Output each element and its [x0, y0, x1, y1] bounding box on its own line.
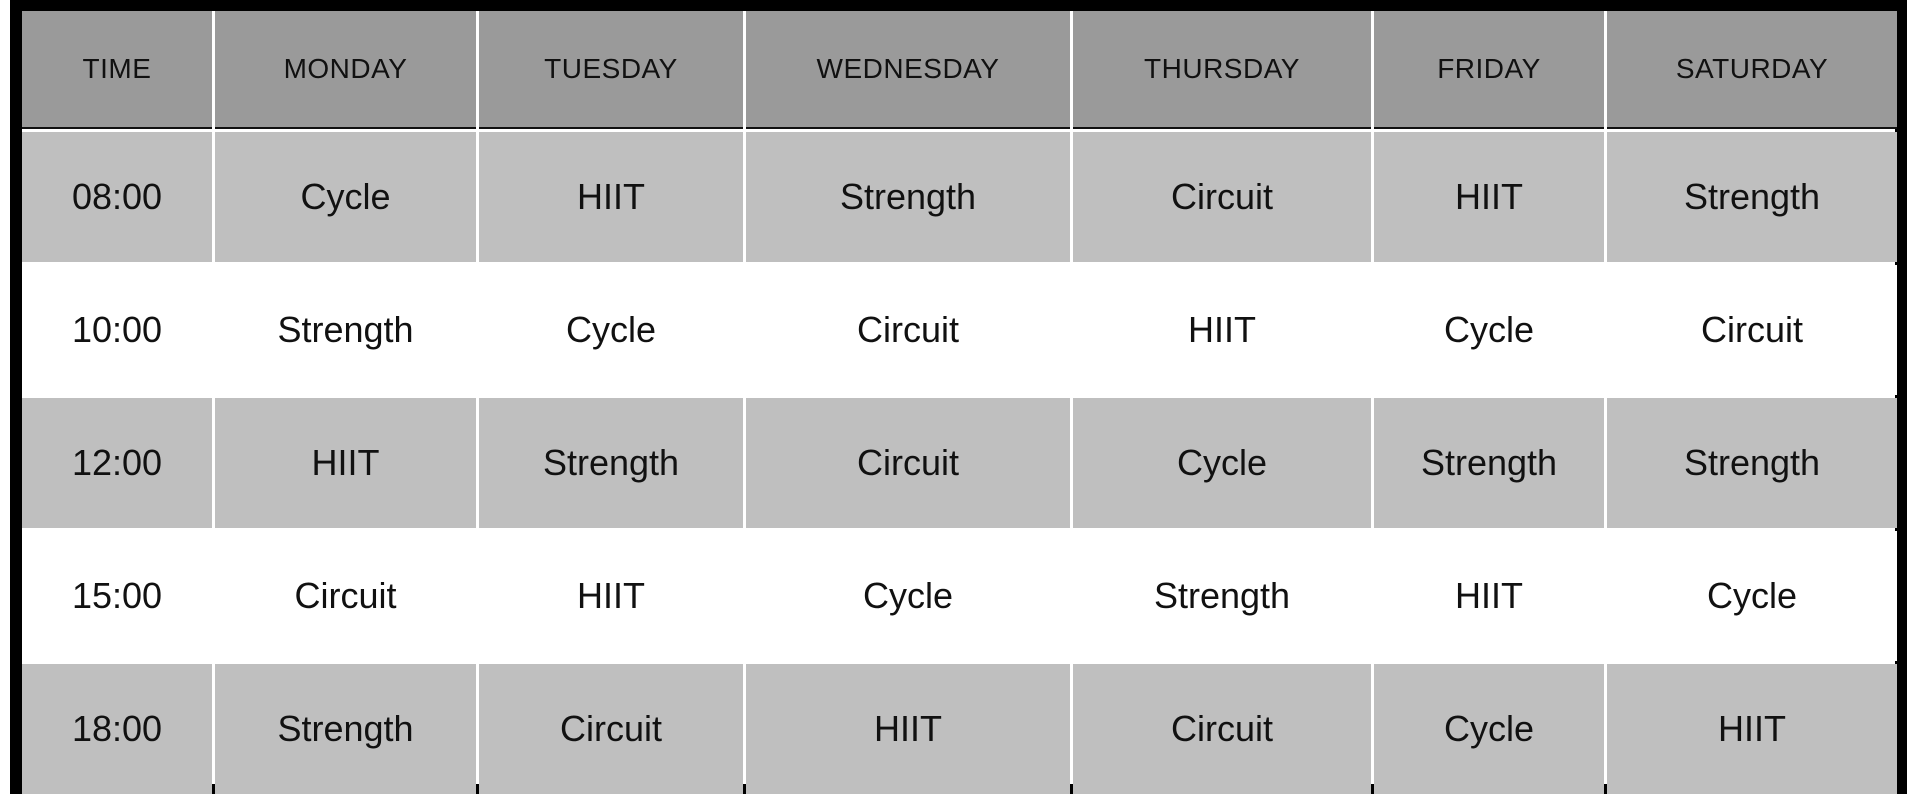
class-cell: Strength — [1073, 531, 1371, 661]
schedule-frame: TIME MONDAY TUESDAY WEDNESDAY THURSDAY F… — [10, 0, 1907, 794]
time-cell: 08:00 — [22, 132, 212, 262]
class-cell: HIIT — [1374, 132, 1604, 262]
header-monday: MONDAY — [215, 11, 476, 129]
class-cell: Cycle — [215, 132, 476, 262]
class-cell: Strength — [1607, 398, 1897, 528]
class-cell: Circuit — [1073, 664, 1371, 794]
class-cell: Cycle — [1374, 265, 1604, 395]
class-cell: HIIT — [215, 398, 476, 528]
class-cell: Cycle — [1073, 398, 1371, 528]
class-cell: Circuit — [1073, 132, 1371, 262]
class-cell: Strength — [1374, 398, 1604, 528]
header-time: TIME — [22, 11, 212, 129]
header-thursday: THURSDAY — [1073, 11, 1371, 129]
class-cell: Circuit — [479, 664, 743, 794]
time-cell: 10:00 — [22, 265, 212, 395]
time-cell: 15:00 — [22, 531, 212, 661]
class-cell: Circuit — [1607, 265, 1897, 395]
class-cell: Circuit — [215, 531, 476, 661]
class-cell: HIIT — [1374, 531, 1604, 661]
class-cell: HIIT — [479, 531, 743, 661]
class-cell: Cycle — [479, 265, 743, 395]
class-schedule-table: TIME MONDAY TUESDAY WEDNESDAY THURSDAY F… — [22, 11, 1897, 794]
class-cell: HIIT — [479, 132, 743, 262]
class-cell: Strength — [746, 132, 1070, 262]
class-cell: HIIT — [746, 664, 1070, 794]
class-cell: Circuit — [746, 398, 1070, 528]
class-cell: Strength — [479, 398, 743, 528]
class-cell: HIIT — [1073, 265, 1371, 395]
time-cell: 18:00 — [22, 664, 212, 794]
class-cell: Cycle — [1607, 531, 1897, 661]
class-cell: Strength — [215, 664, 476, 794]
class-cell: Strength — [215, 265, 476, 395]
class-cell: Cycle — [746, 531, 1070, 661]
header-wednesday: WEDNESDAY — [746, 11, 1070, 129]
time-cell: 12:00 — [22, 398, 212, 528]
class-cell: Cycle — [1374, 664, 1604, 794]
header-tuesday: TUESDAY — [479, 11, 743, 129]
class-cell: HIIT — [1607, 664, 1897, 794]
header-friday: FRIDAY — [1374, 11, 1604, 129]
header-saturday: SATURDAY — [1607, 11, 1897, 129]
class-cell: Strength — [1607, 132, 1897, 262]
class-cell: Circuit — [746, 265, 1070, 395]
